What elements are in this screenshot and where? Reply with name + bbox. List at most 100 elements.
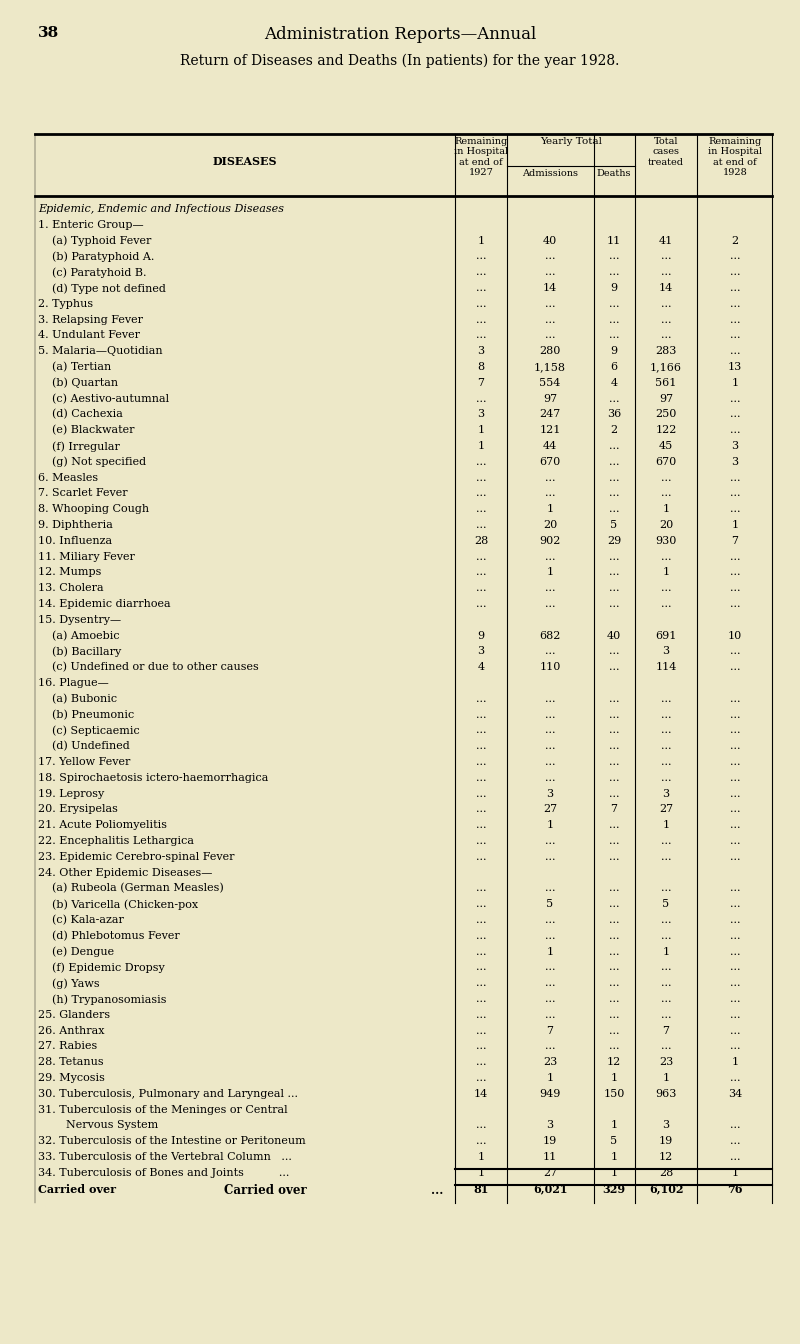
Text: ...: ... (476, 931, 486, 941)
Text: 670: 670 (655, 457, 677, 466)
Text: ...: ... (545, 599, 555, 609)
Text: ...: ... (545, 915, 555, 925)
Text: ...: ... (661, 995, 671, 1004)
Text: 1: 1 (610, 1152, 618, 1163)
Text: 34: 34 (728, 1089, 742, 1099)
Text: 122: 122 (655, 425, 677, 435)
Text: 24. Other Epidemic Diseases—: 24. Other Epidemic Diseases— (38, 868, 212, 878)
Text: 6. Measles: 6. Measles (38, 473, 98, 482)
Text: ...: ... (609, 599, 619, 609)
Text: ...: ... (609, 567, 619, 578)
Text: ...: ... (661, 726, 671, 735)
Text: ...: ... (476, 1009, 486, 1020)
Text: ...: ... (545, 978, 555, 988)
Text: ...: ... (476, 284, 486, 293)
Text: (a) Tertian: (a) Tertian (38, 362, 111, 372)
Text: ...: ... (476, 331, 486, 340)
Text: 1,166: 1,166 (650, 362, 682, 372)
Text: ...: ... (609, 899, 619, 909)
Text: 7: 7 (546, 1025, 554, 1036)
Text: 27. Rabies: 27. Rabies (38, 1042, 98, 1051)
Text: 9: 9 (610, 284, 618, 293)
Text: 1: 1 (546, 1073, 554, 1083)
Text: ...: ... (476, 757, 486, 767)
Text: ...: ... (661, 773, 671, 782)
Text: ...: ... (661, 836, 671, 845)
Text: 7: 7 (662, 1025, 670, 1036)
Text: 18. Spirochaetosis ictero-haemorrhagica: 18. Spirochaetosis ictero-haemorrhagica (38, 773, 268, 782)
Text: ...: ... (545, 473, 555, 482)
Text: 3. Relapsing Fever: 3. Relapsing Fever (38, 314, 143, 325)
Text: Remaining
in Hospital
at end of
1928: Remaining in Hospital at end of 1928 (708, 137, 762, 177)
Text: 3: 3 (662, 646, 670, 656)
Text: 28. Tetanus: 28. Tetanus (38, 1058, 104, 1067)
Text: 11. Miliary Fever: 11. Miliary Fever (38, 551, 135, 562)
Text: ...: ... (609, 441, 619, 452)
Text: ...: ... (545, 331, 555, 340)
Text: ...: ... (476, 1058, 486, 1067)
Text: ...: ... (545, 773, 555, 782)
Text: ...: ... (730, 298, 740, 309)
Text: ...: ... (609, 852, 619, 862)
Text: ...: ... (661, 694, 671, 704)
Text: 29: 29 (607, 536, 621, 546)
Text: 81: 81 (474, 1184, 489, 1195)
Text: 110: 110 (539, 663, 561, 672)
Text: 1: 1 (662, 946, 670, 957)
Text: (c) Undefined or due to other causes: (c) Undefined or due to other causes (38, 663, 258, 672)
Text: ...: ... (609, 646, 619, 656)
Text: 963: 963 (655, 1089, 677, 1099)
Text: 20. Erysipelas: 20. Erysipelas (38, 805, 118, 814)
Text: ...: ... (609, 915, 619, 925)
Text: 97: 97 (543, 394, 557, 403)
Text: ...: ... (476, 1042, 486, 1051)
Text: 1: 1 (662, 567, 670, 578)
Text: ...: ... (730, 567, 740, 578)
Text: Remaining
in Hospital
at end of
1927: Remaining in Hospital at end of 1927 (454, 137, 508, 177)
Text: 41: 41 (659, 235, 673, 246)
Text: (c) Kala-azar: (c) Kala-azar (38, 915, 124, 925)
Text: ...: ... (545, 741, 555, 751)
Text: ...: ... (545, 1042, 555, 1051)
Text: ...: ... (609, 726, 619, 735)
Text: ...: ... (609, 995, 619, 1004)
Text: ...: ... (476, 694, 486, 704)
Text: 11: 11 (607, 235, 621, 246)
Text: ...: ... (609, 504, 619, 515)
Text: 20: 20 (543, 520, 557, 530)
Text: ...: ... (545, 251, 555, 261)
Text: 930: 930 (655, 536, 677, 546)
Text: ...: ... (730, 663, 740, 672)
Text: ...: ... (609, 314, 619, 325)
Text: ...: ... (661, 883, 671, 894)
Text: ...: ... (661, 1042, 671, 1051)
Text: ...: ... (730, 710, 740, 719)
Text: (a) Bubonic: (a) Bubonic (38, 694, 117, 704)
Text: 1: 1 (546, 820, 554, 831)
Text: 7. Scarlet Fever: 7. Scarlet Fever (38, 488, 128, 499)
Text: ...: ... (661, 852, 671, 862)
Text: ...: ... (730, 946, 740, 957)
Text: ...: ... (730, 915, 740, 925)
Text: (g) Yaws: (g) Yaws (38, 978, 100, 989)
Text: ...: ... (609, 931, 619, 941)
Text: (g) Not specified: (g) Not specified (38, 457, 146, 468)
Text: ...: ... (661, 978, 671, 988)
Text: 283: 283 (655, 347, 677, 356)
Text: ...: ... (545, 757, 555, 767)
Text: 8: 8 (478, 362, 485, 372)
Text: 33. Tuberculosis of the Vertebral Column   ...: 33. Tuberculosis of the Vertebral Column… (38, 1152, 292, 1163)
Text: ...: ... (730, 410, 740, 419)
Text: 40: 40 (543, 235, 557, 246)
Text: 1: 1 (610, 1168, 618, 1177)
Text: 250: 250 (655, 410, 677, 419)
Text: ...: ... (661, 741, 671, 751)
Text: 3: 3 (662, 789, 670, 798)
Text: ...: ... (545, 694, 555, 704)
Text: (b) Paratyphoid A.: (b) Paratyphoid A. (38, 251, 154, 262)
Text: 7: 7 (478, 378, 485, 388)
Text: (f) Epidemic Dropsy: (f) Epidemic Dropsy (38, 962, 165, 973)
Text: 22. Encephalitis Lethargica: 22. Encephalitis Lethargica (38, 836, 194, 845)
Text: ...: ... (609, 1009, 619, 1020)
Text: ...: ... (476, 504, 486, 515)
